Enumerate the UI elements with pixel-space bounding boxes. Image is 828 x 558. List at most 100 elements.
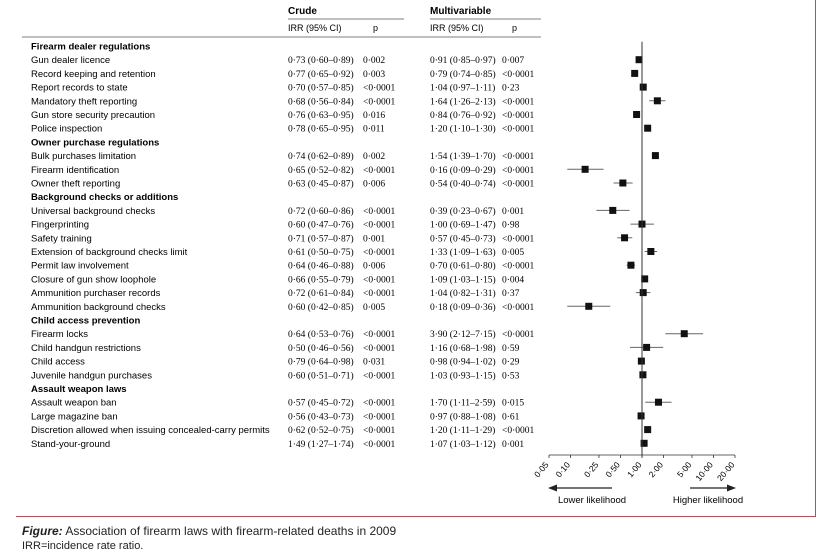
estimate-marker	[609, 206, 617, 214]
crude-irr-value: 0·66 (0·55–0·79)	[288, 274, 354, 285]
multivariable-irr-value: 1·00 (0·69–1·47)	[430, 220, 496, 231]
multivariable-irr-value: 1·64 (1·26–2·13)	[430, 96, 496, 107]
x-tick-label: 2·00	[646, 460, 665, 480]
estimate-marker	[680, 330, 688, 338]
row-label: Fingerprinting	[31, 220, 89, 231]
row-label: Owner theft reporting	[31, 179, 120, 190]
multivariable-p-value: <0·0001	[502, 180, 535, 190]
estimate-marker	[619, 179, 627, 187]
multivariable-p-value: 0·53	[502, 371, 520, 381]
row-label: Child access	[31, 357, 85, 368]
multivariable-irr-value: 1·04 (0·97–1·11)	[430, 83, 495, 94]
crude-p-value: 0·016	[363, 111, 385, 121]
crude-irr-value: 0·57 (0·45–0·72)	[288, 398, 354, 409]
x-tick-label: 10·00	[693, 460, 715, 483]
row-label: Gun dealer licence	[31, 55, 110, 66]
crude-irr-value: 0·60 (0·51–0·71)	[288, 370, 354, 381]
crude-p-value: <0·0001	[363, 440, 396, 450]
crude-p-value: 0·005	[363, 303, 385, 313]
lower-likelihood-label: Lower likelihood	[558, 495, 626, 506]
row-label: Firearm identification	[31, 165, 119, 176]
crude-p-value: 0·031	[363, 358, 385, 368]
crude-irr-value: 0·50 (0·46–0·56)	[288, 343, 354, 354]
multivariable-irr-value: 1·20 (1·11–1·29)	[430, 425, 495, 436]
crude-p-value: <0·0001	[363, 426, 396, 436]
multivariable-p-value: 0·015	[502, 399, 524, 409]
crude-irr-value: 0·62 (0·52–0·75)	[288, 425, 354, 436]
estimate-marker	[653, 97, 661, 105]
multivariable-irr-value: 0·39 (0·23–0·67)	[430, 206, 496, 217]
crude-p-value: 0·006	[363, 180, 385, 190]
multivariable-irr-value: 1·33 (1·09–1·63)	[430, 247, 496, 258]
row-label: Large magazine ban	[31, 411, 118, 422]
row-label: Firearm locks	[31, 329, 88, 340]
x-tick-label: 0·10	[553, 460, 572, 480]
crude-p-value: <0·0001	[363, 97, 396, 107]
crude-irr-value: 0·78 (0·65–0·95)	[288, 124, 354, 135]
caption-label: Figure:	[22, 524, 63, 538]
estimate-marker	[585, 302, 593, 310]
x-tick-label: 0·05	[532, 460, 551, 480]
crude-p-header: p	[373, 23, 378, 33]
multivariable-p-value: 0·29	[502, 358, 520, 368]
multivariable-irr-value: 0·84 (0·76–0·92)	[430, 110, 496, 121]
crude-p-value: <0·0001	[363, 248, 396, 258]
multivariable-p-value: 0·001	[502, 207, 524, 217]
multivariable-p-value: 0·61	[502, 412, 520, 422]
multivariable-p-value: <0·0001	[502, 330, 535, 340]
estimate-marker	[621, 234, 629, 242]
row-label: Closure of gun show loophole	[31, 274, 156, 285]
multivariable-p-value: <0·0001	[502, 262, 535, 272]
multivariable-irr-value: 1·20 (1·10–1·30)	[430, 124, 496, 135]
row-label: Assault weapon ban	[31, 398, 117, 409]
figure-footnote: IRR=incidence rate ratio.	[22, 540, 144, 552]
crude-irr-value: 0·76 (0·63–0·95)	[288, 110, 354, 121]
row-label: Permit law involvement	[31, 261, 129, 272]
row-label: Child handgun restrictions	[31, 343, 141, 354]
multivariable-irr-value: 0·18 (0·09–0·36)	[430, 302, 496, 313]
multivariable-p-value: 0·59	[502, 344, 520, 354]
crude-p-value: <0·0001	[363, 399, 396, 409]
crude-p-value: <0·0001	[363, 289, 396, 299]
crude-p-value: <0·0001	[363, 371, 396, 381]
estimate-marker	[633, 111, 641, 118]
crude-irr-value: 0·60 (0·42–0·85)	[288, 302, 354, 313]
crude-irr-value: 0·72 (0·61–0·84)	[288, 288, 354, 299]
crude-irr-value: 1·49 (1·27–1·74)	[288, 439, 354, 450]
crude-irr-value: 0·56 (0·43–0·73)	[288, 411, 354, 422]
row-label: Juvenile handgun purchases	[31, 370, 152, 381]
figure-caption: Figure: Association of firearm laws with…	[22, 524, 396, 538]
higher-likelihood-label: Higher likelihood	[673, 495, 743, 506]
crude-p-value: <0·0001	[363, 221, 396, 231]
crude-p-value: <0·0001	[363, 166, 396, 176]
x-tick-label: 20·00	[715, 460, 737, 483]
forest-plot: Crude Multivariable IRR (95% CI) p IRR (95% …	[22, 6, 743, 506]
multivariable-irr-value: 1·07 (1·03–1·12)	[430, 439, 496, 450]
crude-p-value: 0·002	[363, 56, 385, 66]
row-label: Bulk purchases limitation	[31, 151, 136, 162]
crude-irr-value: 0·74 (0·62–0·89)	[288, 151, 354, 162]
multivariable-p-value: 0·98	[502, 221, 520, 231]
crude-p-value: <0·0001	[363, 344, 396, 354]
estimate-marker	[643, 343, 651, 351]
crude-p-value: 0·002	[363, 152, 385, 162]
section-title: Owner purchase regulations	[31, 137, 159, 148]
crude-irr-value: 0·64 (0·53–0·76)	[288, 329, 354, 340]
right-arrow-icon	[727, 484, 736, 492]
multivariable-irr-value: 0·70 (0·61–0·80)	[430, 261, 496, 272]
row-label: Mandatory theft reporting	[31, 96, 137, 107]
row-label: Report records to state	[31, 83, 128, 94]
multivariable-irr-value: 1·03 (0·93–1·15)	[430, 370, 496, 381]
row-label: Gun store security precaution	[31, 110, 155, 121]
multivariable-p-header: p	[512, 23, 517, 33]
crude-p-value: 0·006	[363, 262, 385, 272]
multivariable-p-value: 0·004	[502, 275, 524, 285]
estimate-marker	[654, 398, 662, 406]
multivariable-p-value: <0·0001	[502, 70, 535, 80]
multivariable-irr-header: IRR (95% CI)	[430, 23, 484, 33]
x-tick-label: 0·25	[582, 460, 601, 480]
estimate-marker	[644, 426, 652, 434]
estimate-marker	[641, 275, 649, 283]
multivariable-irr-value: 1·54 (1·39–1·70)	[430, 151, 496, 162]
row-label: Safety training	[31, 233, 92, 244]
